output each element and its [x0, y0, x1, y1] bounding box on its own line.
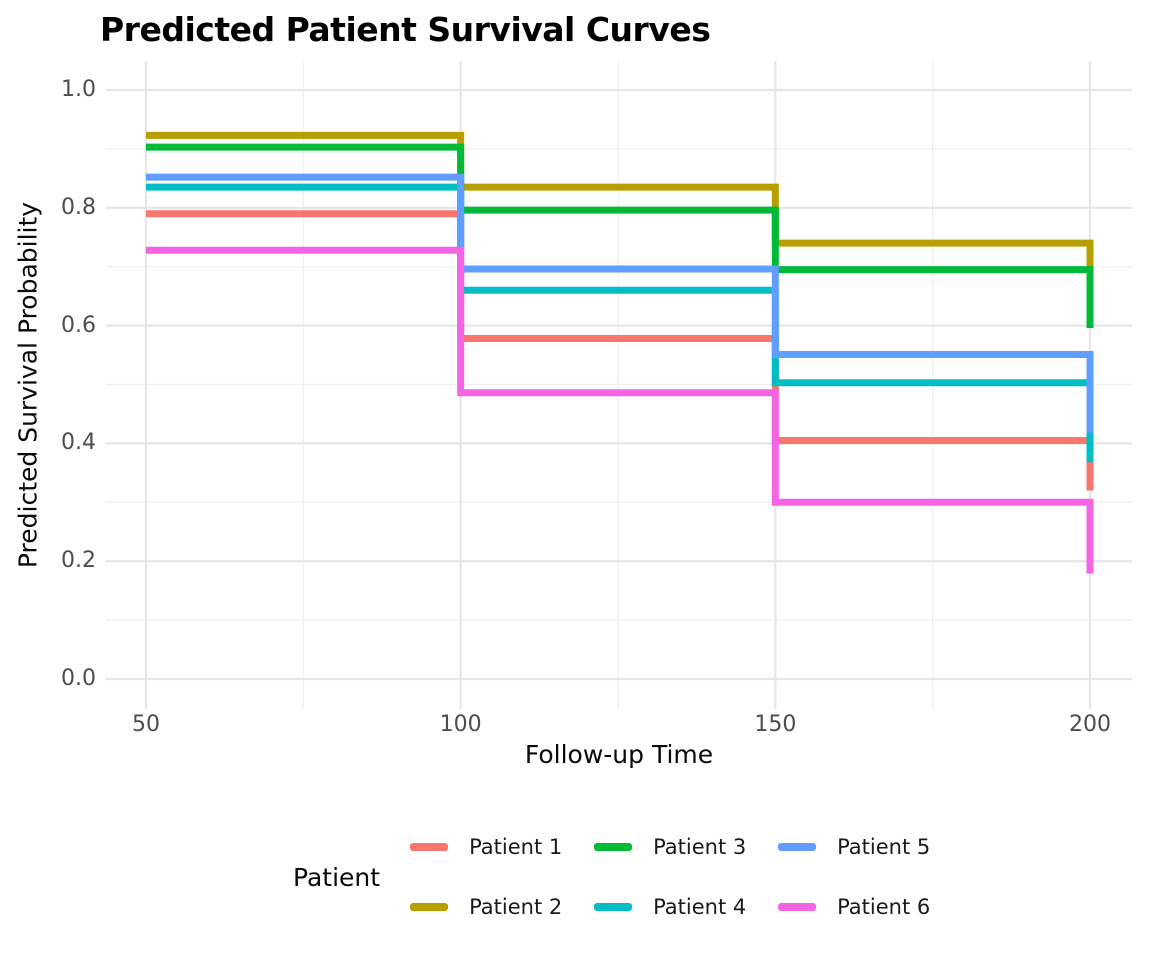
legend-key-swatch [594, 903, 633, 911]
legend-key-swatch [594, 843, 633, 851]
y-tick-label-0.2: 0.2 [61, 548, 96, 574]
step-curve-patient-2 [146, 131, 1094, 267]
x-axis-title: Follow-up Time [524, 740, 714, 769]
y-tick-label-0.0: 0.0 [61, 666, 96, 691]
legend-key-swatch [778, 843, 817, 851]
legend-entry-patient-5: Patient 5 [778, 832, 940, 862]
legend-entry-patient-2: Patient 2 [410, 892, 572, 922]
legend: Patient Patient 1 Patient 2 Patient 3 Patie… [293, 832, 940, 922]
legend-label: Patient 6 [837, 895, 931, 919]
survival-step-curves [146, 131, 1094, 574]
legend-entry-patient-1: Patient 1 [410, 832, 572, 862]
step-curve-patient-5 [146, 173, 1094, 433]
legend-label: Patient 4 [653, 895, 747, 919]
legend-entry-patient-3: Patient 3 [594, 832, 756, 862]
legend-label: Patient 1 [469, 835, 563, 859]
legend-label: Patient 3 [653, 835, 747, 859]
y-tick-label-1.0: 1.0 [61, 77, 96, 102]
plot-panel [106, 61, 1132, 709]
chart-title: Predicted Patient Survival Curves [100, 10, 711, 49]
step-curve-patient-3 [146, 143, 1094, 328]
legend-entry-patient-4: Patient 4 [594, 892, 756, 922]
y-axis-title: Predicted Survival Probability [13, 201, 43, 569]
y-tick-label-0.8: 0.8 [61, 194, 96, 220]
step-curve-patient-6 [146, 246, 1094, 574]
y-tick-label-0.6: 0.6 [61, 312, 96, 338]
x-tick-label-100: 100 [439, 712, 482, 737]
x-tick-label-50: 50 [132, 712, 160, 737]
legend-title: Patient [293, 862, 381, 892]
x-tick-label-200: 200 [1069, 712, 1111, 737]
legend-entry-patient-6: Patient 6 [778, 892, 940, 922]
legend-key-swatch [410, 843, 449, 851]
x-tick-label-150: 150 [754, 712, 797, 737]
legend-key-swatch [778, 903, 817, 911]
y-tick-label-0.4: 0.4 [61, 430, 96, 456]
legend-label: Patient 5 [837, 835, 931, 859]
legend-key-swatch [410, 903, 449, 911]
legend-label: Patient 2 [469, 895, 563, 919]
legend-entries: Patient 1 Patient 2 Patient 3 Patient 4 Pati… [410, 832, 940, 922]
